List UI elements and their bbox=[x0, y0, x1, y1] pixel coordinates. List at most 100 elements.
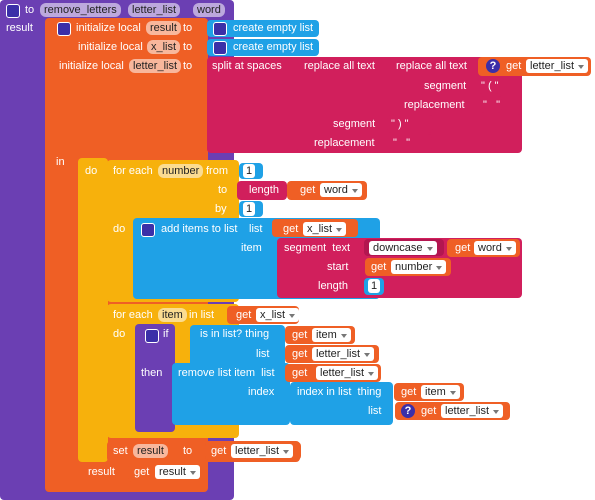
dropdown-field[interactable]: item bbox=[312, 328, 351, 342]
block-label: get bbox=[455, 242, 471, 254]
name-field[interactable]: item bbox=[158, 308, 187, 322]
name-field[interactable]: result bbox=[133, 444, 168, 458]
block-label: initialize local bbox=[78, 41, 143, 53]
name-field[interactable]: letter_list bbox=[128, 3, 181, 17]
block-label: replacement bbox=[314, 137, 375, 149]
block-label: get bbox=[300, 184, 316, 196]
block-label: in list bbox=[189, 309, 215, 321]
block-label: segment bbox=[333, 118, 376, 130]
block-label: segment text bbox=[284, 242, 351, 254]
block-label: get bbox=[292, 348, 308, 360]
block-label: get bbox=[283, 223, 299, 235]
block bbox=[78, 158, 108, 462]
block-label: " ( " bbox=[481, 80, 499, 92]
block-label: for each bbox=[113, 165, 153, 177]
block-label: set bbox=[113, 445, 128, 457]
dropdown-field[interactable]: x_list bbox=[256, 308, 300, 322]
block-label: length bbox=[249, 184, 279, 196]
block bbox=[390, 134, 432, 152]
block-label: split at spaces bbox=[212, 60, 282, 72]
block-label: get bbox=[421, 405, 437, 417]
dropdown-field[interactable]: word bbox=[474, 241, 516, 255]
name-field[interactable]: word bbox=[193, 3, 225, 17]
dropdown-field[interactable]: letter_list bbox=[316, 366, 379, 380]
block-label: initialize local bbox=[76, 22, 141, 34]
block-label: by bbox=[215, 203, 227, 215]
block-label: remove list item list bbox=[178, 367, 275, 379]
block-label: " " bbox=[393, 137, 410, 149]
block-label: get bbox=[401, 386, 417, 398]
block-label: to bbox=[183, 22, 193, 34]
gear-icon bbox=[141, 223, 155, 237]
block-label: do bbox=[113, 328, 126, 340]
block-label: get bbox=[134, 466, 150, 478]
block-label: get bbox=[211, 445, 227, 457]
dropdown-field[interactable]: item bbox=[421, 385, 460, 399]
block-label: to bbox=[183, 445, 193, 457]
help-icon: ? bbox=[486, 59, 500, 73]
block bbox=[478, 77, 500, 94]
block-label: index in list thing bbox=[297, 386, 382, 398]
number-field[interactable]: 1 bbox=[368, 279, 381, 293]
gear-icon bbox=[57, 22, 71, 36]
dropdown-field[interactable]: x_list bbox=[303, 222, 347, 236]
number-field[interactable]: 1 bbox=[243, 164, 256, 178]
name-field[interactable]: result bbox=[146, 21, 181, 35]
block bbox=[480, 96, 502, 113]
block-label: replace all text bbox=[396, 60, 467, 72]
name-field[interactable]: number bbox=[158, 164, 204, 178]
dropdown-field[interactable]: word bbox=[320, 183, 362, 197]
block-label: index bbox=[248, 386, 275, 398]
block-label: list bbox=[249, 223, 263, 235]
block-label: " " bbox=[483, 99, 500, 111]
block-label: create empty list bbox=[233, 22, 314, 34]
block-label: for each bbox=[113, 309, 153, 321]
gear-icon bbox=[213, 41, 227, 55]
dropdown-field[interactable]: letter_list bbox=[441, 404, 504, 418]
gear-icon bbox=[213, 22, 227, 36]
block-label: replacement bbox=[404, 99, 465, 111]
block-label: start bbox=[327, 261, 349, 273]
block-label: then bbox=[141, 367, 163, 379]
dropdown-field[interactable]: letter_list bbox=[231, 444, 294, 458]
help-icon: ? bbox=[401, 404, 415, 418]
block-label: do bbox=[85, 165, 98, 177]
block bbox=[172, 363, 290, 425]
block-label: " ) " bbox=[391, 118, 409, 130]
block-label: length bbox=[318, 280, 348, 292]
block-label: result bbox=[6, 22, 33, 34]
block-label: is in list? thing bbox=[200, 328, 270, 340]
block-label: get bbox=[371, 261, 387, 273]
block-label: initialize local bbox=[59, 60, 124, 72]
block bbox=[207, 39, 319, 56]
name-field[interactable]: x_list bbox=[147, 40, 181, 54]
block-label: segment bbox=[424, 80, 467, 92]
block-label: create empty list bbox=[233, 41, 314, 53]
name-field[interactable]: remove_letters bbox=[40, 3, 121, 17]
block-label: from bbox=[206, 165, 228, 177]
block-label: get bbox=[236, 309, 252, 321]
block-label: item bbox=[241, 242, 262, 254]
block-label: if bbox=[163, 328, 169, 340]
gear-icon bbox=[145, 329, 159, 343]
dropdown-field[interactable]: letter_list bbox=[526, 59, 589, 73]
block-label: do bbox=[113, 223, 126, 235]
number-field[interactable]: 1 bbox=[243, 202, 256, 216]
block-label: result bbox=[88, 466, 115, 478]
dropdown-field[interactable]: number bbox=[391, 260, 447, 274]
block-label: get bbox=[292, 329, 308, 341]
block bbox=[237, 181, 287, 200]
block-label: get bbox=[292, 367, 308, 379]
block-label: to bbox=[183, 41, 193, 53]
dropdown-field[interactable]: letter_list bbox=[312, 347, 375, 361]
block-label: in bbox=[56, 156, 65, 168]
block bbox=[387, 115, 433, 133]
dropdown-field[interactable]: downcase bbox=[369, 241, 437, 255]
dropdown-field[interactable]: result bbox=[155, 465, 200, 479]
block-label: list bbox=[256, 348, 270, 360]
block-label: to bbox=[25, 4, 35, 16]
block-label: add items to list bbox=[161, 223, 238, 235]
block-label: to bbox=[183, 60, 193, 72]
name-field[interactable]: letter_list bbox=[129, 59, 182, 73]
